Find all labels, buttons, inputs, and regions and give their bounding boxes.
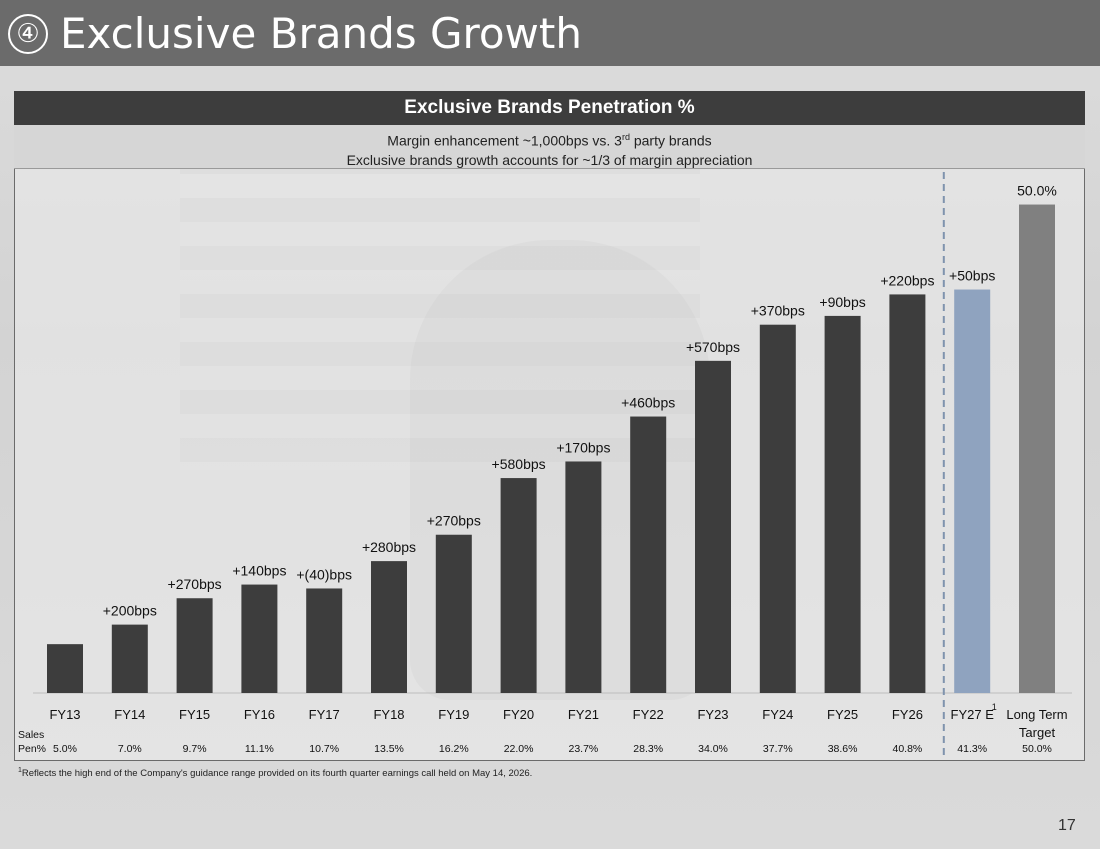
sales-pen-value: 10.7% (309, 743, 339, 755)
subtitle-line-1-tail: party brands (629, 132, 712, 149)
bar-fy13 (47, 644, 83, 693)
bar-fy27-e (954, 289, 991, 693)
category-label: FY19 (438, 707, 469, 722)
category-label: FY20 (503, 707, 534, 722)
sales-pen-value: 16.2% (439, 743, 469, 755)
bar-fy20 (500, 478, 537, 693)
bar-label: +(40)bps (296, 566, 352, 582)
bar-label: +570bps (686, 339, 740, 355)
bar-label: +50bps (949, 268, 995, 284)
chart-title: Exclusive Brands Penetration % (14, 91, 1085, 125)
sales-pen-row-label: Pen% (18, 743, 46, 755)
sales-pen-value: 9.7% (183, 743, 207, 755)
category-label: FY26 (892, 707, 923, 722)
subtitle-line-1-sup: rd (621, 132, 630, 142)
category-label: FY17 (309, 707, 340, 722)
sales-pen-value: 5.0% (53, 743, 77, 755)
sales-pen-value: 34.0% (698, 743, 728, 755)
category-label: Target (1019, 725, 1056, 740)
bar-fy21 (565, 461, 602, 693)
category-label: FY24 (762, 707, 793, 722)
bar-fy22 (630, 416, 667, 693)
sales-pen-value: 40.8% (893, 743, 923, 755)
bar-fy18 (371, 561, 407, 693)
bar-label: +280bps (362, 539, 416, 555)
bar-long-term-target (1019, 204, 1055, 694)
bar-label: +220bps (880, 272, 934, 288)
subtitle-line-2: Exclusive brands growth accounts for ~1/… (346, 151, 753, 168)
chart-subtitle: Margin enhancement ~1,000bps vs. 3rd par… (14, 125, 1085, 169)
bar-label: 50.0% (1017, 183, 1057, 199)
category-label: FY21 (568, 707, 599, 722)
category-label: FY23 (697, 707, 728, 722)
bar-label: +460bps (621, 395, 675, 411)
sales-pen-value: 22.0% (504, 743, 534, 755)
bar-fy19 (435, 534, 472, 693)
bar-fy14 (111, 624, 148, 693)
bar-fy17 (306, 588, 343, 693)
bar-fy25 (824, 315, 861, 693)
bar-label: +270bps (168, 576, 222, 592)
sales-pen-row-label: Sales (18, 729, 44, 741)
footnote-superscript: 1 (992, 702, 997, 712)
section-number-badge: ④ (8, 14, 48, 54)
subtitle-line-1: Margin enhancement ~1,000bps vs. 3rd par… (14, 128, 1085, 151)
page-number: 17 (1058, 817, 1076, 834)
category-label: FY27 E (951, 707, 995, 722)
sales-pen-value: 23.7% (569, 743, 599, 755)
bar-label: +140bps (232, 563, 286, 579)
sales-pen-value: 38.6% (828, 743, 858, 755)
bar-label: +270bps (427, 513, 481, 529)
sales-pen-value: 13.5% (374, 743, 404, 755)
subtitle-line-1-text: Margin enhancement ~1,000bps vs. 3 (387, 132, 622, 149)
footnote: 1Reflects the high end of the Company's … (18, 767, 532, 779)
category-label: FY22 (633, 707, 664, 722)
sales-pen-value: 28.3% (633, 743, 663, 755)
bar-fy16 (241, 584, 278, 693)
category-label: FY25 (827, 707, 858, 722)
footnote-marker: 1 (18, 767, 22, 774)
bar-fy24 (759, 324, 796, 693)
sales-pen-value: 50.0% (1022, 743, 1052, 755)
bar-label: +90bps (819, 294, 865, 310)
sales-pen-value: 7.0% (118, 743, 142, 755)
category-label: FY16 (244, 707, 275, 722)
footnote-text: Reflects the high end of the Company's g… (21, 768, 533, 780)
bar-fy15 (176, 598, 213, 693)
bar-label: +170bps (556, 439, 610, 455)
bar-label: +580bps (492, 456, 546, 472)
slide-header: ④ Exclusive Brands Growth (0, 0, 1100, 66)
category-label: Long Term (1006, 707, 1067, 722)
category-label: FY14 (114, 707, 145, 722)
sales-pen-value: 37.7% (763, 743, 793, 755)
category-label: FY13 (49, 707, 80, 722)
sales-pen-value: 11.1% (245, 743, 274, 755)
bar-fy26 (889, 294, 926, 693)
sales-pen-value: 41.3% (957, 743, 987, 755)
category-label: FY15 (179, 707, 210, 722)
slide-title: Exclusive Brands Growth (60, 9, 582, 58)
bar-label: +370bps (751, 303, 805, 319)
bar-fy23 (695, 360, 731, 693)
bar-label: +200bps (103, 603, 157, 619)
category-label: FY18 (373, 707, 404, 722)
